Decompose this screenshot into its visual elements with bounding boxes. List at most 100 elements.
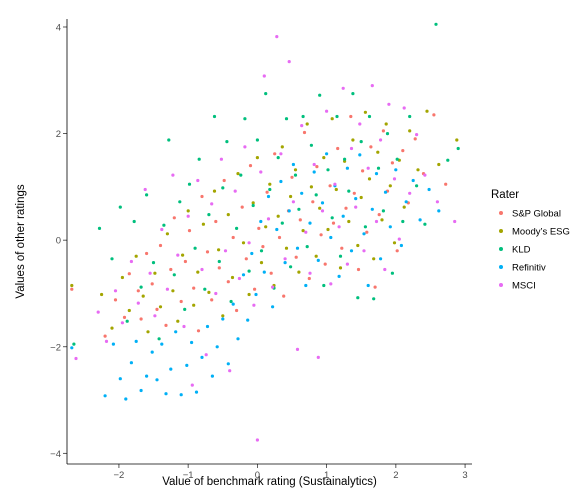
- point-s-p-global: [235, 308, 239, 313]
- point-moody-s-esg: [384, 122, 388, 126]
- point-s-p-global: [113, 298, 118, 302]
- point-msci: [129, 259, 133, 264]
- point-msci: [366, 166, 370, 170]
- y-tick-label: 2: [56, 129, 61, 140]
- point-msci: [387, 102, 391, 106]
- point-refinitiv: [383, 190, 388, 194]
- point-kld: [157, 337, 161, 341]
- point-refinitiv: [185, 363, 189, 367]
- point-refinitiv: [145, 374, 149, 378]
- point-refinitiv: [241, 273, 246, 277]
- point-msci: [362, 249, 366, 253]
- point-kld: [343, 157, 347, 161]
- point-moody-s-esg: [196, 270, 200, 274]
- point-moody-s-esg: [217, 248, 221, 252]
- point-refinitiv: [174, 330, 178, 334]
- point-msci: [329, 282, 333, 286]
- point-moody-s-esg: [247, 292, 251, 297]
- point-moody-s-esg: [120, 275, 124, 280]
- point-s-p-global: [226, 280, 230, 284]
- point-moody-s-esg: [110, 326, 114, 330]
- y-axis-label: Values of other ratings: [15, 184, 27, 298]
- point-moody-s-esg: [408, 129, 412, 133]
- point-msci: [383, 267, 387, 272]
- scatter-points: [70, 22, 460, 442]
- point-msci: [408, 191, 412, 195]
- point-s-p-global: [352, 191, 356, 195]
- point-kld: [212, 114, 217, 119]
- point-msci: [262, 74, 266, 78]
- point-refinitiv: [388, 225, 392, 229]
- point-msci: [374, 219, 379, 224]
- point-refinitiv: [169, 367, 173, 371]
- point-msci: [171, 173, 175, 177]
- point-s-p-global: [179, 299, 183, 304]
- point-moody-s-esg: [318, 206, 322, 210]
- point-kld: [367, 114, 372, 119]
- point-refinitiv: [374, 172, 379, 176]
- point-s-p-global: [127, 272, 131, 276]
- point-kld: [251, 203, 255, 208]
- point-msci: [113, 289, 118, 293]
- point-refinitiv: [164, 392, 168, 396]
- point-msci: [214, 291, 218, 296]
- point-kld: [381, 209, 385, 213]
- legend-label-kld: KLD: [512, 245, 531, 256]
- point-moody-s-esg: [388, 184, 392, 188]
- point-moody-s-esg: [181, 253, 185, 257]
- point-s-p-global: [231, 235, 235, 240]
- point-s-p-global: [164, 323, 168, 327]
- point-moody-s-esg: [416, 168, 420, 172]
- point-refinitiv: [70, 346, 74, 350]
- point-msci: [204, 353, 208, 357]
- point-refinitiv: [124, 397, 128, 401]
- legend-label-s-p-global: S&P Global: [512, 209, 561, 220]
- point-kld: [235, 226, 239, 230]
- point-kld: [305, 245, 309, 249]
- point-msci: [341, 86, 345, 90]
- point-moody-s-esg: [314, 254, 318, 258]
- point-msci: [337, 225, 341, 229]
- point-refinitiv: [155, 378, 159, 382]
- point-msci: [186, 214, 190, 218]
- point-msci: [291, 200, 295, 204]
- legend-label-msci: MSCI: [512, 281, 536, 292]
- point-msci: [435, 200, 439, 204]
- point-msci: [176, 253, 180, 257]
- point-kld: [264, 92, 268, 96]
- point-s-p-global: [307, 276, 311, 281]
- point-refinitiv: [362, 232, 366, 236]
- point-moody-s-esg: [309, 185, 313, 189]
- point-kld: [280, 221, 284, 225]
- point-msci: [148, 271, 152, 275]
- point-msci: [397, 237, 401, 241]
- point-moody-s-esg: [264, 225, 268, 229]
- point-s-p-global: [390, 161, 394, 165]
- legend-swatch-s-p-global: [499, 211, 503, 215]
- point-refinitiv: [160, 342, 164, 346]
- point-moody-s-esg: [236, 172, 240, 176]
- point-s-p-global: [150, 282, 154, 286]
- point-s-p-global: [277, 235, 282, 240]
- point-msci: [325, 109, 329, 113]
- point-s-p-global: [103, 334, 107, 338]
- point-kld: [276, 156, 280, 160]
- point-refinitiv: [379, 257, 383, 261]
- point-kld: [318, 93, 322, 97]
- point-refinitiv: [139, 388, 143, 393]
- point-moody-s-esg: [376, 150, 380, 154]
- point-kld: [72, 342, 76, 346]
- point-msci: [252, 303, 256, 307]
- point-s-p-global: [158, 243, 163, 248]
- point-kld: [347, 189, 351, 193]
- point-kld: [297, 207, 301, 211]
- point-s-p-global: [70, 287, 74, 291]
- point-moody-s-esg: [141, 294, 145, 298]
- point-s-p-global: [413, 137, 417, 141]
- point-s-p-global: [192, 286, 196, 290]
- point-s-p-global: [172, 216, 176, 220]
- point-refinitiv: [134, 339, 138, 343]
- point-refinitiv: [437, 209, 441, 213]
- point-msci: [304, 230, 308, 234]
